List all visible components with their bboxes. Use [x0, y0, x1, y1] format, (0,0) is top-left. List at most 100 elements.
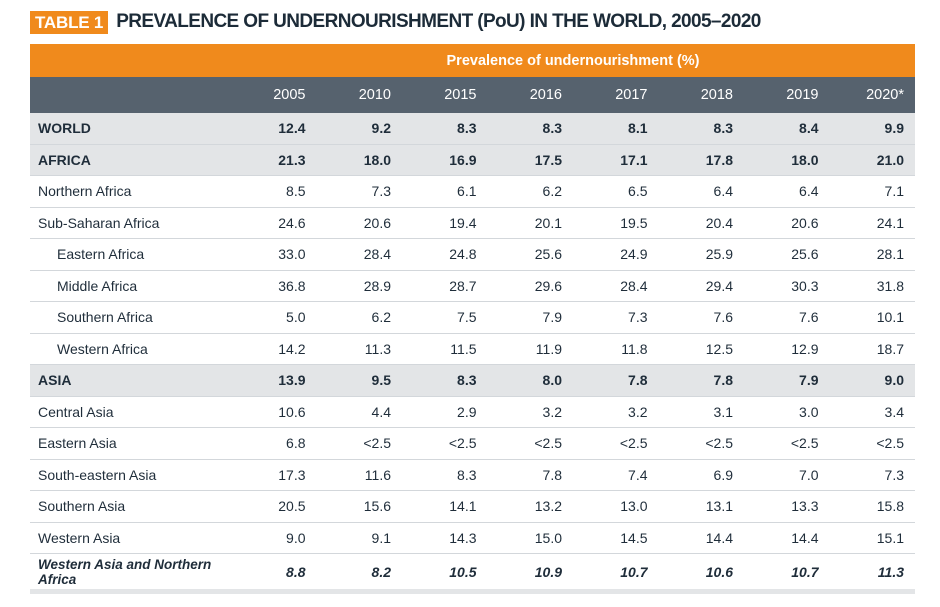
region-label: Eastern Asia: [38, 435, 117, 452]
value-cell: 18.7: [876, 340, 904, 357]
value-cell: 24.1: [876, 214, 904, 231]
value-cell: 6.4: [713, 183, 733, 200]
table-row: Central Asia 10.6 4.4 2.9 3.2 3.2 3.1 3.0 3.4: [30, 397, 915, 428]
value-cell: 10.6: [278, 403, 306, 420]
value-cell: 9.0: [884, 372, 904, 389]
table-row: Northern Africa 8.5 7.3 6.1 6.2 6.5 6.4 6.4 7.1: [30, 176, 915, 208]
value-cell: 29.6: [534, 277, 562, 294]
year-header-cell: 2020*: [866, 87, 904, 103]
year-header-cell: 2015: [444, 87, 477, 103]
value-cell: <2.5: [619, 435, 648, 452]
value-cell: 9.5: [371, 372, 391, 389]
value-cell: 9.0: [286, 529, 306, 546]
value-cell: 6.9: [713, 466, 733, 483]
value-cell: 33.0: [278, 246, 306, 263]
value-cell: 6.4: [799, 183, 819, 200]
value-cell: 8.3: [542, 120, 562, 137]
value-cell: 13.2: [534, 498, 562, 515]
value-cell: 9.2: [371, 120, 391, 137]
region-label: South-eastern Asia: [38, 466, 157, 483]
value-cell: 29.4: [705, 277, 733, 294]
value-cell: 10.1: [876, 309, 904, 326]
value-cell: 17.8: [705, 151, 733, 168]
region-label: Western Asia: [38, 529, 121, 546]
value-cell: 11.3: [877, 563, 904, 580]
region-label: Middle Africa: [57, 277, 138, 294]
value-cell: 8.3: [457, 372, 477, 389]
value-cell: 14.4: [791, 529, 819, 546]
value-cell: 3.1: [713, 403, 733, 420]
value-cell: 7.8: [628, 372, 648, 389]
year-header-cell: 2016: [529, 87, 562, 103]
value-cell: 3.4: [884, 403, 904, 420]
table-row: Middle Africa 36.8 28.9 28.7 29.6 28.4 29.4 30.…: [30, 271, 915, 302]
value-cell: <2.5: [363, 435, 391, 452]
value-cell: 3.2: [628, 403, 648, 420]
value-cell: 6.1: [457, 183, 477, 200]
value-cell: 8.5: [286, 183, 306, 200]
table-row: Western Asia and Northern Africa 8.8 8.2 10…: [30, 554, 915, 594]
value-cell: 11.5: [450, 340, 477, 357]
table-row: WORLD 12.4 9.2 8.3 8.3 8.1 8.3 8.4 9.9: [30, 113, 915, 145]
year-header-cell: 2005: [273, 87, 306, 103]
value-cell: 7.9: [542, 309, 562, 326]
value-cell: 10.7: [620, 563, 648, 580]
table-row: Sub-Saharan Africa 24.6 20.6 19.4 20.1 19.5 20…: [30, 208, 915, 239]
table-number-badge: TABLE 1: [30, 10, 109, 34]
value-cell: 14.4: [705, 529, 733, 546]
value-cell: 18.0: [791, 151, 819, 168]
year-header-cell: 2019: [786, 87, 819, 103]
value-cell: 6.2: [542, 183, 562, 200]
value-cell: 8.3: [457, 466, 477, 483]
value-cell: 14.1: [449, 498, 477, 515]
value-cell: 7.3: [884, 466, 904, 483]
value-cell: 3.2: [542, 403, 562, 420]
value-cell: 20.5: [278, 498, 306, 515]
value-cell: 14.2: [278, 340, 306, 357]
column-group-label: Prevalence of undernourishment (%): [446, 52, 700, 69]
value-cell: 15.0: [534, 529, 562, 546]
value-cell: 7.8: [713, 372, 733, 389]
value-cell: 10.9: [534, 563, 562, 580]
value-cell: 25.6: [534, 246, 562, 263]
table-row: Western Africa 14.2 11.3 11.5 11.9 11.8 12.5 12…: [30, 334, 915, 365]
value-cell: 13.3: [791, 498, 819, 515]
region-label: Southern Africa: [57, 309, 153, 326]
value-cell: 7.4: [628, 466, 648, 483]
value-cell: 28.9: [363, 277, 391, 294]
region-label: WORLD: [38, 120, 91, 137]
value-cell: 11.8: [621, 340, 648, 357]
region-label: Eastern Africa: [57, 246, 145, 263]
value-cell: <2.5: [705, 435, 733, 452]
value-cell: 5.0: [286, 309, 306, 326]
table-row: Southern Africa 5.0 6.2 7.5 7.9 7.3 7.6 7.6 10.1: [30, 302, 915, 334]
value-cell: 11.3: [364, 340, 391, 357]
value-cell: <2.5: [876, 435, 904, 452]
value-cell: 7.0: [799, 466, 819, 483]
value-cell: 24.9: [620, 246, 648, 263]
value-cell: 7.9: [799, 372, 819, 389]
value-cell: 28.7: [449, 277, 477, 294]
value-cell: 6.5: [628, 183, 648, 200]
value-cell: 15.6: [363, 498, 391, 515]
value-cell: 10.5: [449, 563, 477, 580]
table-title-text: PREVALENCE OF UNDERNOURISHMENT (PoU) IN …: [116, 11, 761, 32]
value-cell: 8.0: [542, 372, 562, 389]
region-label: Central Asia: [38, 403, 114, 420]
value-cell: 15.8: [876, 498, 904, 515]
value-cell: 20.6: [791, 214, 819, 231]
value-cell: 17.1: [620, 151, 648, 168]
value-cell: 12.9: [791, 340, 819, 357]
value-cell: <2.5: [448, 435, 477, 452]
pou-table: Prevalence of undernourishment (%) 2005 2…: [30, 44, 915, 594]
value-cell: 11.6: [364, 466, 391, 483]
value-cell: 16.9: [449, 151, 477, 168]
value-cell: 28.4: [620, 277, 648, 294]
table-row: ASIA 13.9 9.5 8.3 8.0 7.8 7.8 7.9 9.0: [30, 365, 915, 397]
region-label: Western Africa: [57, 340, 148, 357]
value-cell: 7.8: [542, 466, 562, 483]
value-cell: 9.1: [371, 529, 391, 546]
value-cell: 19.5: [620, 214, 648, 231]
value-cell: 17.3: [278, 466, 306, 483]
value-cell: 7.5: [457, 309, 477, 326]
